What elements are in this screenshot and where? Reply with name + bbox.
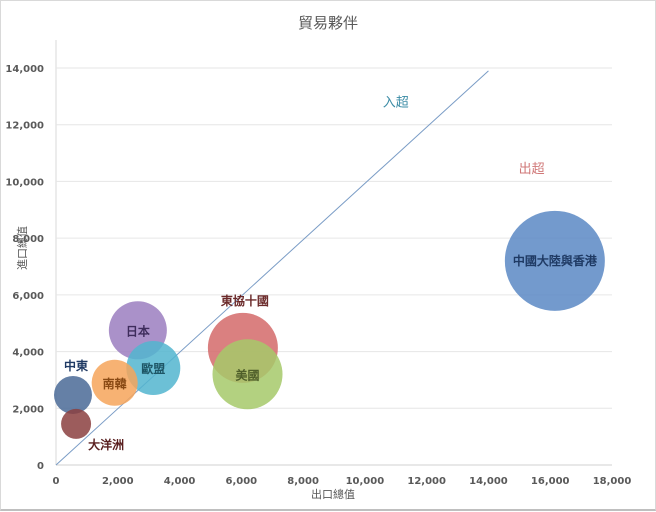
chart-title: 貿易夥伴 [298,14,358,32]
y-axis-ticks: 0 2,000 4,000 6,000 8,000 10,000 12,000 14,000 [5,64,44,472]
annotation-label: 出超 [519,162,545,177]
x-tick-label: 8,000 [287,476,319,487]
y-tick-label: 6,000 [12,291,44,302]
x-tick-label: 4,000 [164,476,196,487]
bubble-label: 日本 [126,323,150,338]
x-tick-label: 10,000 [346,476,385,487]
x-tick-label: 2,000 [102,476,134,487]
bubble-label: 歐盟 [141,361,165,376]
bubble-label: 東協十國 [221,293,269,308]
bubble [91,359,138,406]
y-tick-label: 0 [37,461,44,472]
bubble-label: 大洋洲 [88,437,124,452]
x-tick-label: 0 [53,476,60,487]
bubble-label: 中國大陸與香港 [513,253,598,268]
bubble-label: 南韓 [103,376,127,391]
x-tick-label: 12,000 [407,476,446,487]
bubble [53,375,92,414]
bubble [61,408,92,439]
break-even-line [55,70,489,466]
bubble [504,210,605,311]
y-tick-label: 4,000 [12,348,44,359]
y-axis-title: 進口總值 [15,226,29,270]
bubble-label: 美國 [236,367,260,382]
x-tick-label: 16,000 [531,476,570,487]
x-axis-ticks: 0 2,000 4,000 6,000 8,000 10,000 12,000 14,000 1… [53,476,632,487]
bubble-label: 中東 [64,358,88,373]
x-tick-label: 14,000 [469,476,508,487]
y-tick-label: 14,000 [5,64,44,75]
annotation-label: 入超 [383,95,409,110]
x-axis-title: 出口總值 [311,487,355,501]
bubble [212,339,283,410]
y-tick-label: 2,000 [12,404,44,415]
y-tick-label: 8,000 [12,234,44,245]
y-tick-label: 12,000 [5,121,44,132]
x-tick-label: 18,000 [593,476,632,487]
x-tick-label: 6,000 [226,476,258,487]
bubble [126,341,181,396]
y-tick-label: 10,000 [5,177,44,188]
